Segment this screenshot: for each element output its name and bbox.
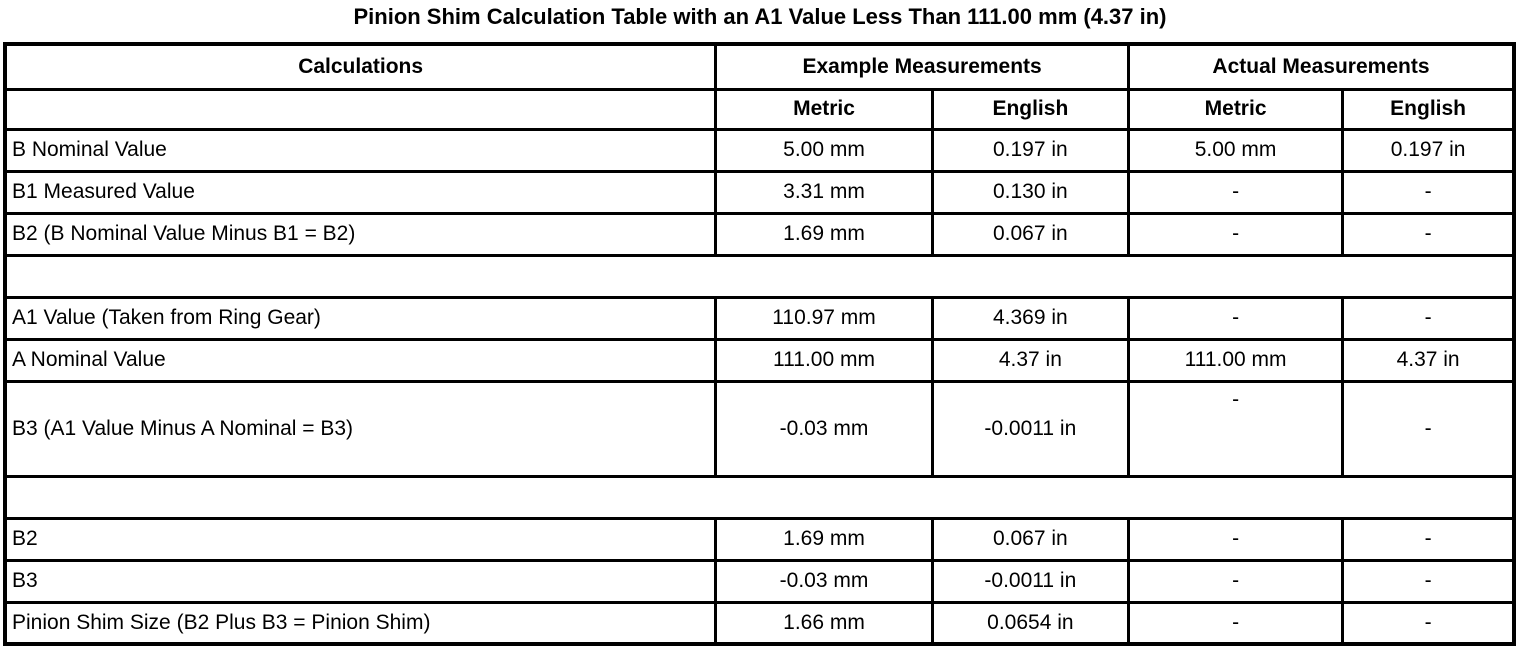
- cell-example-metric: 5.00 mm: [714, 127, 934, 173]
- cell-calculation-label: A1 Value (Taken from Ring Gear): [3, 295, 718, 341]
- cell-actual-english: 0.197 in: [1341, 127, 1516, 173]
- cell-actual-english: -: [1341, 379, 1516, 478]
- page-title: Pinion Shim Calculation Table with an A1…: [353, 4, 1167, 29]
- table-row: B Nominal Value 5.00 mm 0.197 in 5.00 mm 0.1…: [3, 127, 1516, 173]
- cell-actual-english: 4.37 in: [1341, 337, 1516, 383]
- header-calculations: Calculations: [3, 42, 718, 91]
- cell-example-metric: 1.69 mm: [714, 516, 934, 562]
- pinion-shim-calculation-table: Calculations Example Measurements Actual…: [3, 42, 1516, 647]
- cell-example-english: 0.130 in: [930, 169, 1130, 215]
- cell-calculation-label: B3 (A1 Value Minus A Nominal = B3): [3, 379, 718, 478]
- header-group-row: Calculations Example Measurements Actual…: [3, 42, 1516, 91]
- cell-actual-metric: -: [1126, 600, 1345, 646]
- cell-actual-english: -: [1341, 295, 1516, 341]
- cell-actual-metric: -: [1126, 379, 1345, 478]
- header-actual-measurements: Actual Measurements: [1126, 42, 1516, 91]
- spacer-cell: [5, 253, 1514, 299]
- cell-actual-metric: -: [1126, 169, 1345, 215]
- cell-example-metric: -0.03 mm: [714, 379, 934, 478]
- cell-example-metric: 3.31 mm: [714, 169, 934, 215]
- table-row: B3 (A1 Value Minus A Nominal = B3) -0.03 …: [3, 379, 1516, 478]
- cell-example-metric: 1.69 mm: [714, 211, 934, 257]
- cell-calculation-label: B2: [3, 516, 718, 562]
- cell-example-metric: -0.03 mm: [714, 558, 934, 604]
- table-row: A Nominal Value 111.00 mm 4.37 in 111.00 mm…: [3, 337, 1516, 383]
- cell-example-english: 0.067 in: [930, 516, 1130, 562]
- spacer-row: [5, 474, 1514, 520]
- cell-example-english: 4.37 in: [930, 337, 1130, 383]
- cell-actual-metric: 5.00 mm: [1126, 127, 1345, 173]
- cell-example-english: -0.0011 in: [930, 558, 1130, 604]
- cell-actual-metric: -: [1126, 516, 1345, 562]
- cell-actual-english: -: [1341, 558, 1516, 604]
- spacer-row: [5, 253, 1514, 299]
- cell-actual-metric: 111.00 mm: [1126, 337, 1345, 383]
- cell-actual-english: -: [1341, 600, 1516, 646]
- cell-calculation-label: B1 Measured Value: [3, 169, 718, 215]
- cell-calculation-label: B Nominal Value: [3, 127, 718, 173]
- table-row: B1 Measured Value 3.31 mm 0.130 in - -: [3, 169, 1516, 215]
- cell-calculation-label: Pinion Shim Size (B2 Plus B3 = Pinion Sh…: [3, 600, 718, 646]
- spacer-cell: [5, 474, 1514, 520]
- header-empty-cell: [3, 87, 718, 131]
- header-actual-english: English: [1341, 87, 1516, 131]
- cell-example-metric: 111.00 mm: [714, 337, 934, 383]
- header-example-english: English: [930, 87, 1130, 131]
- cell-example-metric: 1.66 mm: [714, 600, 934, 646]
- cell-actual-metric: -: [1126, 295, 1345, 341]
- header-actual-metric: Metric: [1126, 87, 1345, 131]
- table-row: B2 (B Nominal Value Minus B1 = B2) 1.69 m…: [3, 211, 1516, 257]
- cell-actual-metric: -: [1126, 558, 1345, 604]
- cell-actual-english: -: [1341, 211, 1516, 257]
- table-row: Pinion Shim Size (B2 Plus B3 = Pinion Sh…: [3, 600, 1516, 646]
- table-body: B Nominal Value 5.00 mm 0.197 in 5.00 mm 0.1…: [3, 127, 1516, 646]
- cell-actual-metric: -: [1126, 211, 1345, 257]
- cell-example-metric: 110.97 mm: [714, 295, 934, 341]
- cell-calculation-label: B2 (B Nominal Value Minus B1 = B2): [3, 211, 718, 257]
- header-example-measurements: Example Measurements: [714, 42, 1130, 91]
- cell-example-english: -0.0011 in: [930, 379, 1130, 478]
- header-example-metric: Metric: [714, 87, 934, 131]
- cell-calculation-label: B3: [3, 558, 718, 604]
- cell-example-english: 0.0654 in: [930, 600, 1130, 646]
- table-row: A1 Value (Taken from Ring Gear) 110.97 mm…: [3, 295, 1516, 341]
- table-row: B2 1.69 mm 0.067 in - -: [3, 516, 1516, 562]
- cell-example-english: 0.067 in: [930, 211, 1130, 257]
- cell-calculation-label: A Nominal Value: [3, 337, 718, 383]
- header-unit-row: Metric English Metric English: [3, 87, 1516, 131]
- table-row: B3 -0.03 mm -0.0011 in - -: [3, 558, 1516, 604]
- cell-actual-english: -: [1341, 169, 1516, 215]
- cell-example-english: 4.369 in: [930, 295, 1130, 341]
- cell-actual-english: -: [1341, 516, 1516, 562]
- cell-example-english: 0.197 in: [930, 127, 1130, 173]
